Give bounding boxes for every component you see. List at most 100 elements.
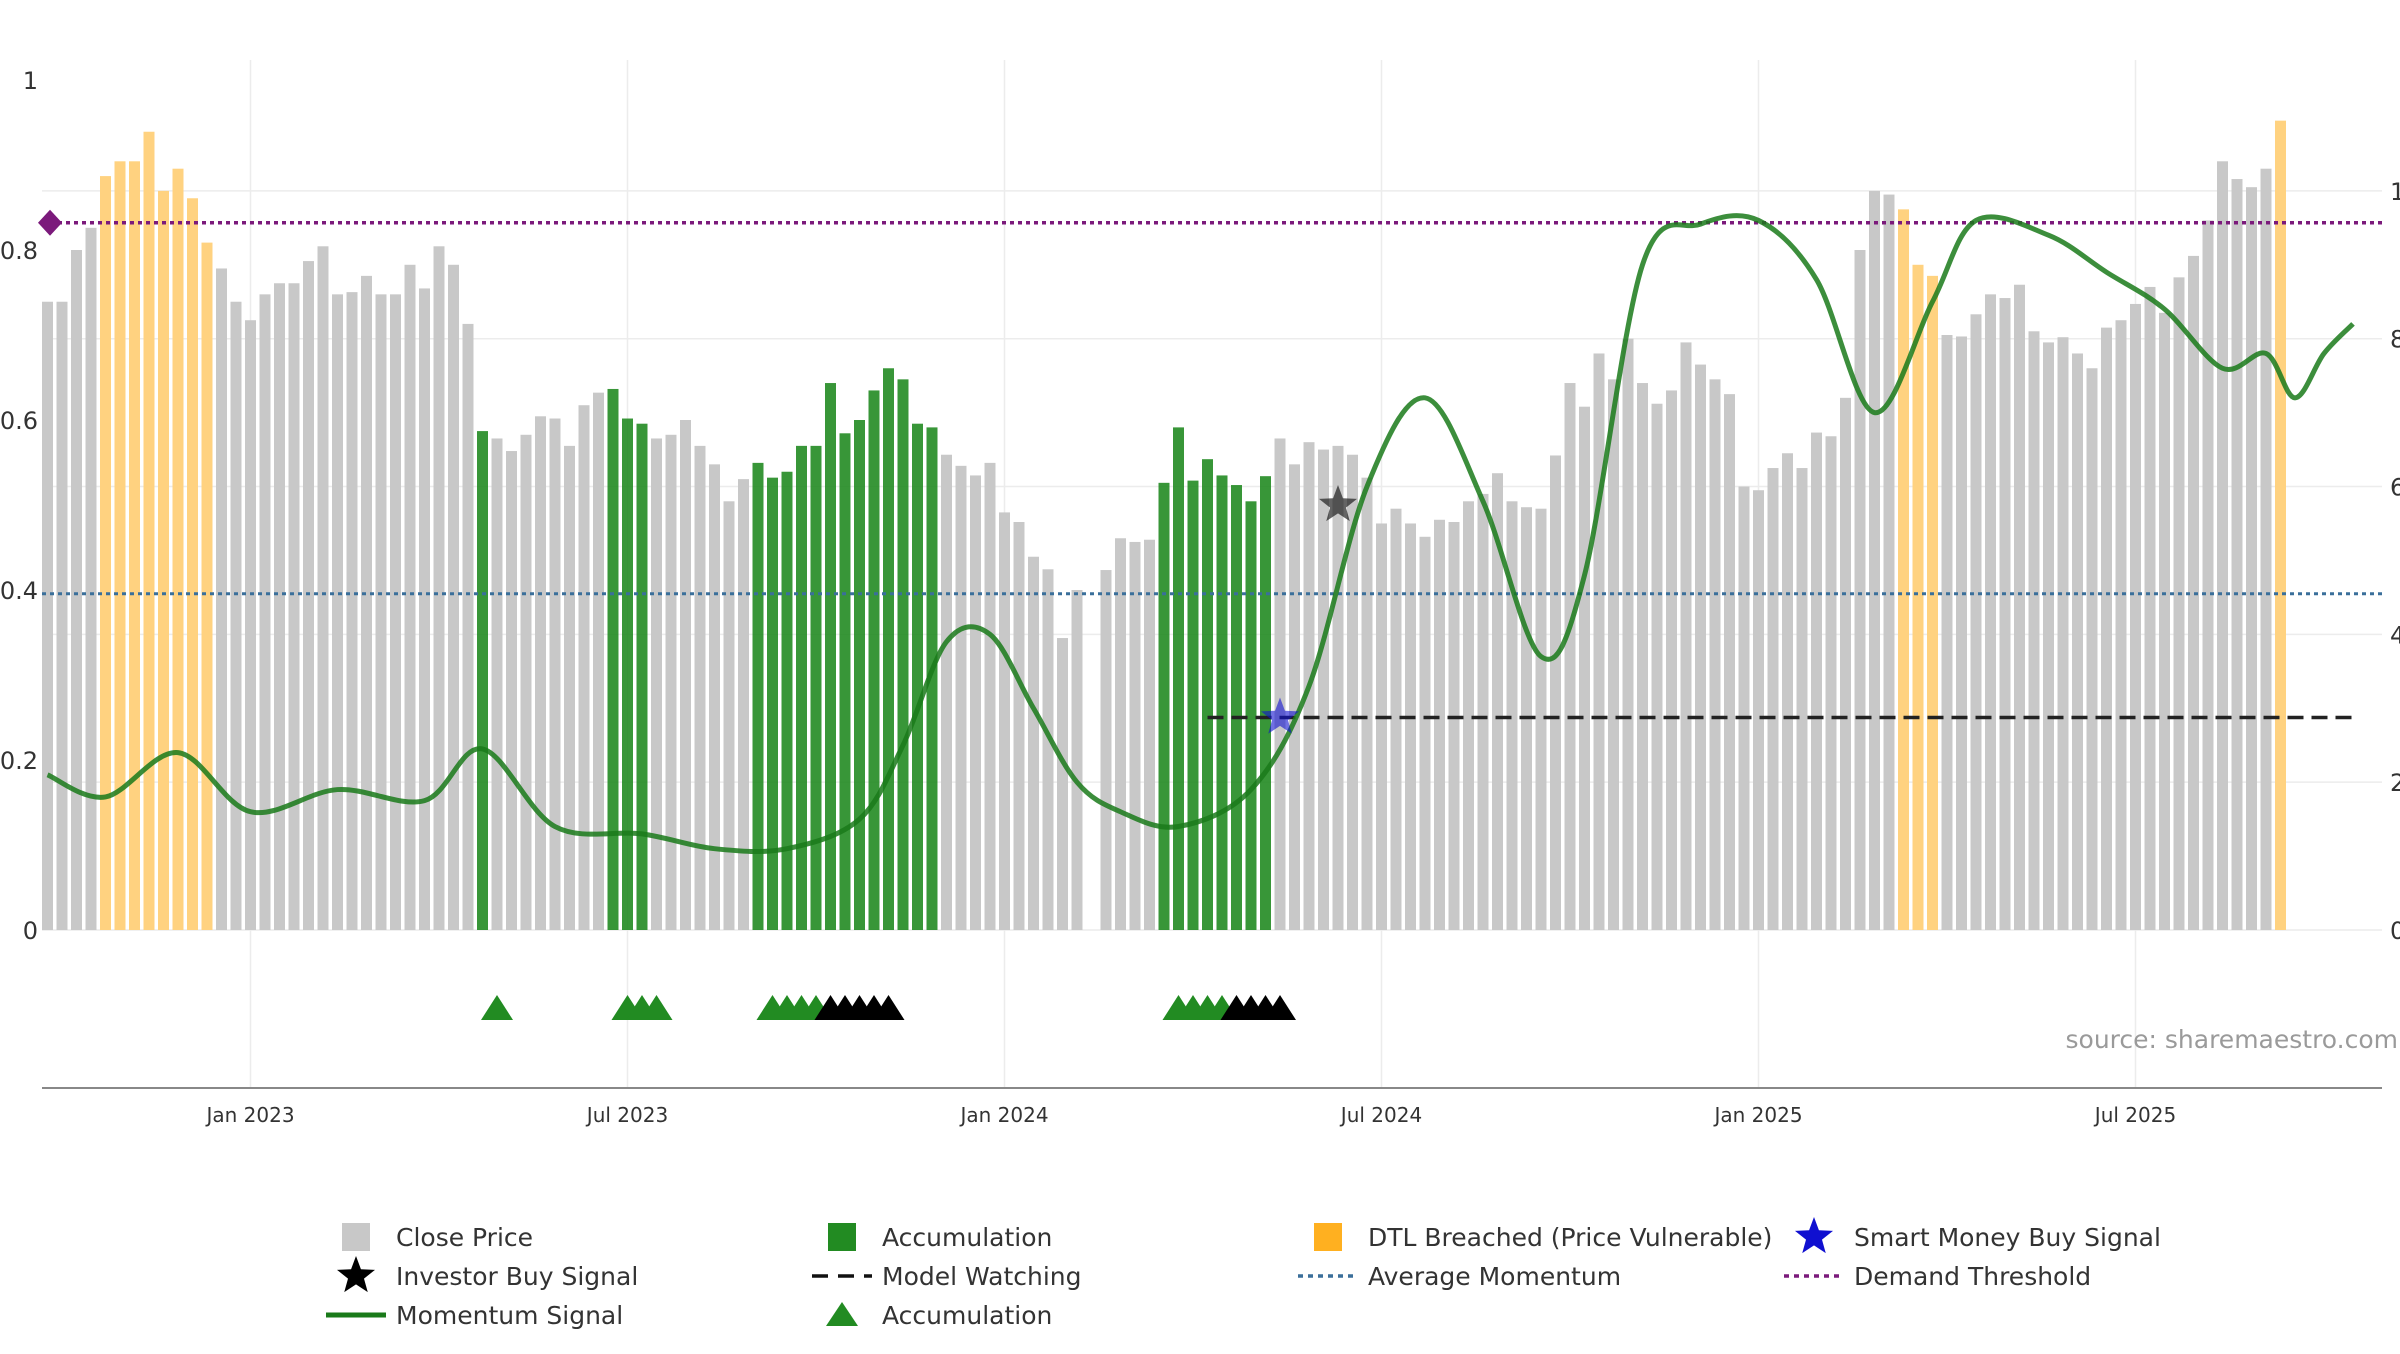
accumulation-bar xyxy=(781,471,793,930)
accumulation-bar xyxy=(926,427,938,930)
close-price-bar xyxy=(42,301,53,930)
x-tick-label: Jan 2023 xyxy=(204,1103,294,1127)
close-price-bar xyxy=(259,294,271,930)
left-y-tick-label: 0.2 xyxy=(0,747,38,775)
accumulation-bar xyxy=(767,477,778,930)
close-price-bar xyxy=(2101,327,2112,930)
right-y-tick-label: 10 xyxy=(2390,178,2400,206)
accumulation-bar xyxy=(810,445,822,930)
close-price-bar xyxy=(1347,454,1358,930)
green-square-icon xyxy=(828,1223,856,1251)
close-price-bar xyxy=(2231,179,2243,931)
close-price-bar xyxy=(1738,486,1750,930)
close-price-bar xyxy=(970,475,981,930)
close-price-bars xyxy=(42,120,2286,931)
close-price-bar xyxy=(955,465,967,930)
close-price-bar xyxy=(1492,473,1503,930)
close-price-bar xyxy=(2173,277,2185,930)
close-price-bar xyxy=(1318,449,1329,930)
watching-triangle xyxy=(1264,995,1296,1020)
accumulation-bar xyxy=(752,462,764,930)
close-price-bar xyxy=(2115,320,2127,930)
left-y-tick-label: 1 xyxy=(23,67,38,95)
close-price-bar xyxy=(651,438,662,930)
close-price-bar xyxy=(448,264,459,931)
close-price-bar xyxy=(1869,190,1880,930)
close-price-bar xyxy=(56,301,68,930)
close-price-bar xyxy=(1796,468,1808,930)
accumulation-bar xyxy=(897,379,909,930)
smart-money-buy-star xyxy=(1260,697,1300,734)
accumulation-bar xyxy=(796,445,807,930)
legend-item: Momentum Signal xyxy=(326,1301,623,1330)
dtl-breached-bar xyxy=(172,168,184,930)
close-price-bar xyxy=(1883,194,1895,931)
close-price-bar xyxy=(2057,337,2069,930)
close-price-bar xyxy=(1564,383,1576,931)
close-price-bar xyxy=(520,434,532,930)
close-price-bar xyxy=(1434,519,1445,930)
close-price-bar xyxy=(1419,536,1431,930)
legend-label: Model Watching xyxy=(882,1262,1082,1291)
legend-item: Demand Threshold xyxy=(1784,1262,2091,1291)
close-price-bar xyxy=(999,512,1010,930)
close-price-bar xyxy=(2130,303,2141,930)
right-y-tick-label: 8 xyxy=(2390,326,2400,354)
legend-item: Close Price xyxy=(342,1223,533,1252)
close-price-bar xyxy=(593,392,604,930)
close-price-bar xyxy=(549,418,561,930)
close-price-bar xyxy=(2217,161,2228,931)
legend-label: Momentum Signal xyxy=(396,1301,623,1330)
dtl-breached-bar xyxy=(187,198,198,930)
close-price-bar xyxy=(665,434,677,930)
x-tick-label: Jul 2025 xyxy=(2093,1103,2176,1127)
legend-item: DTL Breached (Price Vulnerable) xyxy=(1314,1223,1772,1252)
close-price-bar xyxy=(941,454,952,930)
close-price-bar xyxy=(274,283,285,930)
legend-label: Investor Buy Signal xyxy=(396,1262,638,1291)
legend-label: Accumulation xyxy=(882,1223,1052,1252)
close-price-bar xyxy=(1144,539,1155,930)
close-price-bar xyxy=(738,479,749,930)
investor-buy-star xyxy=(1318,485,1358,522)
triangle-icon xyxy=(826,1302,858,1326)
close-price-bar xyxy=(1680,342,1692,930)
close-price-bar xyxy=(1999,298,2011,931)
close-price-bar xyxy=(984,462,996,930)
accumulation-bar xyxy=(854,420,865,930)
x-tick-label: Jul 2024 xyxy=(1339,1103,1422,1127)
close-price-bar xyxy=(1709,379,1721,930)
close-price-bar xyxy=(1013,522,1025,930)
close-price-bar xyxy=(404,264,416,931)
close-price-bar xyxy=(462,323,474,930)
close-price-bar xyxy=(491,438,503,930)
close-price-bar xyxy=(2188,255,2199,931)
dtl-breached-bar xyxy=(114,161,126,931)
x-tick-label: Jul 2023 xyxy=(585,1103,668,1127)
close-price-bar xyxy=(506,451,517,930)
close-price-bar xyxy=(1811,432,1822,930)
close-price-bar xyxy=(1057,638,1068,930)
close-price-bar xyxy=(303,261,314,931)
close-price-bar xyxy=(361,275,372,930)
legend: Close Price Accumulation DTL Breached (Pri… xyxy=(326,1217,2161,1330)
close-price-bar xyxy=(1361,477,1373,930)
source-note: source: sharemaestro.com xyxy=(2066,1025,2399,1054)
close-price-bar xyxy=(1608,379,1619,930)
close-price-bar xyxy=(1071,590,1083,930)
close-price-bar xyxy=(1448,522,1460,930)
close-price-bar xyxy=(2043,342,2054,930)
close-price-bar xyxy=(1390,508,1402,930)
close-price-bar xyxy=(1782,453,1793,930)
axes: Jan 2023 Jul 2023 Jan 2024 Jul 2024 Jan 2025… xyxy=(0,67,2400,1127)
x-tick-label: Jan 2024 xyxy=(958,1103,1048,1127)
close-price-bar xyxy=(1970,314,1982,931)
close-price-bar xyxy=(535,416,546,931)
close-price-bar xyxy=(216,268,227,930)
legend-item: Accumulation xyxy=(828,1223,1052,1252)
close-price-bar xyxy=(680,420,691,930)
right-y-tick-label: 2 xyxy=(2390,769,2400,797)
close-price-bar xyxy=(1579,406,1590,930)
close-price-bar xyxy=(1506,501,1518,930)
